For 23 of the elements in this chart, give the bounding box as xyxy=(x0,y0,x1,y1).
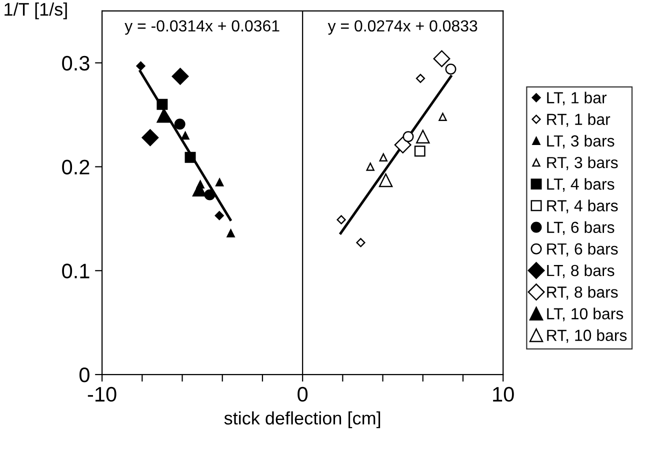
legend-label: RT, 1 bar xyxy=(547,113,610,127)
legend-label: LT, 1 bar xyxy=(547,92,607,106)
legend-label: LT, 10 bars xyxy=(547,308,624,322)
y-tick-label: 0 xyxy=(79,368,90,382)
x-axis-title: stick deflection [cm] xyxy=(224,411,380,428)
legend-label: RT, 3 bars xyxy=(547,156,618,170)
y-tick-label: 0.2 xyxy=(62,160,90,174)
legend-label: RT, 4 bars xyxy=(547,200,618,214)
y-tick-label: 0.1 xyxy=(62,264,90,278)
y-axis-title: 1/T [1/s] xyxy=(4,2,67,20)
annotation: y = 0.0274x + 0.0833 xyxy=(328,20,478,35)
legend-label: LT, 8 bars xyxy=(547,264,614,278)
legend-label: RT, 10 bars xyxy=(547,329,627,343)
legend-label: LT, 4 bars xyxy=(547,178,614,192)
y-tick-label: 0.3 xyxy=(62,56,90,71)
x-tick-label: 0 xyxy=(298,386,308,402)
legend-label: RT, 6 bars xyxy=(547,242,618,256)
annotation: y = -0.0314x + 0.0361 xyxy=(124,20,280,35)
x-tick-label: 10 xyxy=(493,386,514,402)
legend-label: LT, 3 bars xyxy=(547,134,614,149)
x-tick-label: -10 xyxy=(88,386,116,402)
legend-label: RT, 8 bars xyxy=(547,286,618,300)
legend-label: LT, 6 bars xyxy=(547,221,614,235)
